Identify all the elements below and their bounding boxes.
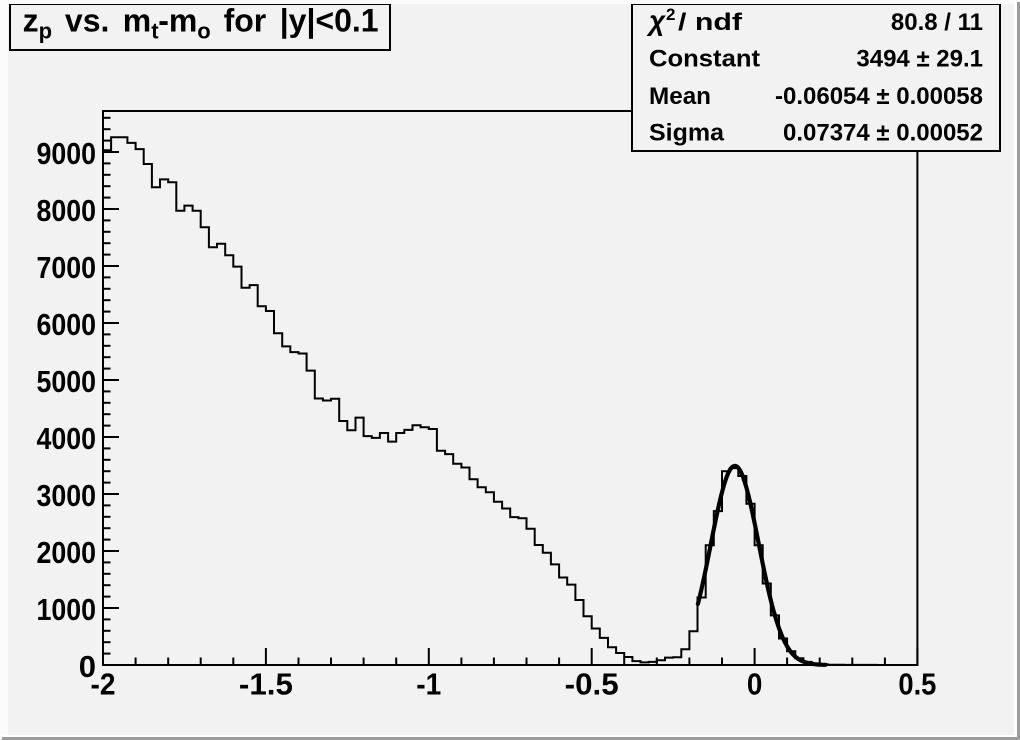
svg-text:p: p [39,19,52,44]
svg-text:8000: 8000 [37,193,97,228]
svg-text:80.8 / 11: 80.8 / 11 [891,9,983,36]
svg-text:-1: -1 [416,667,441,702]
svg-text:0: 0 [747,667,763,702]
svg-text:for: for [224,3,267,39]
svg-text:-1.5: -1.5 [239,667,293,702]
svg-text:0.07374 ± 0.00052: 0.07374 ± 0.00052 [783,120,983,147]
svg-text:m: m [123,3,151,39]
svg-text:Mean: Mean [649,83,711,110]
svg-text:|y|<0.1: |y|<0.1 [280,3,379,39]
svg-text:7000: 7000 [37,250,97,285]
svg-text:4000: 4000 [37,421,97,456]
svg-text:6000: 6000 [37,307,97,342]
svg-text:/ ndf: / ndf [678,9,743,36]
svg-text:t: t [151,19,159,44]
svg-text:2: 2 [666,5,675,24]
svg-text:-2: -2 [91,667,116,702]
svg-text:3000: 3000 [37,478,97,513]
svg-text:2000: 2000 [37,535,97,570]
svg-text:5000: 5000 [37,364,97,399]
svg-text:Sigma: Sigma [649,120,725,147]
svg-text:9000: 9000 [37,136,97,171]
svg-text:z: z [23,3,39,39]
svg-text:-0.5: -0.5 [565,667,619,702]
svg-text:Constant: Constant [649,46,760,73]
svg-text:-m: -m [158,3,197,39]
svg-text:1000: 1000 [37,592,97,627]
svg-text:0.5: 0.5 [898,667,936,702]
svg-text:0: 0 [79,649,96,684]
svg-text:3494 ± 29.1: 3494 ± 29.1 [856,46,983,73]
svg-text:vs.: vs. [65,3,109,39]
svg-text:χ: χ [646,5,666,36]
svg-text:-0.06054 ± 0.00058: -0.06054 ± 0.00058 [775,83,983,110]
svg-text:o: o [197,19,210,44]
